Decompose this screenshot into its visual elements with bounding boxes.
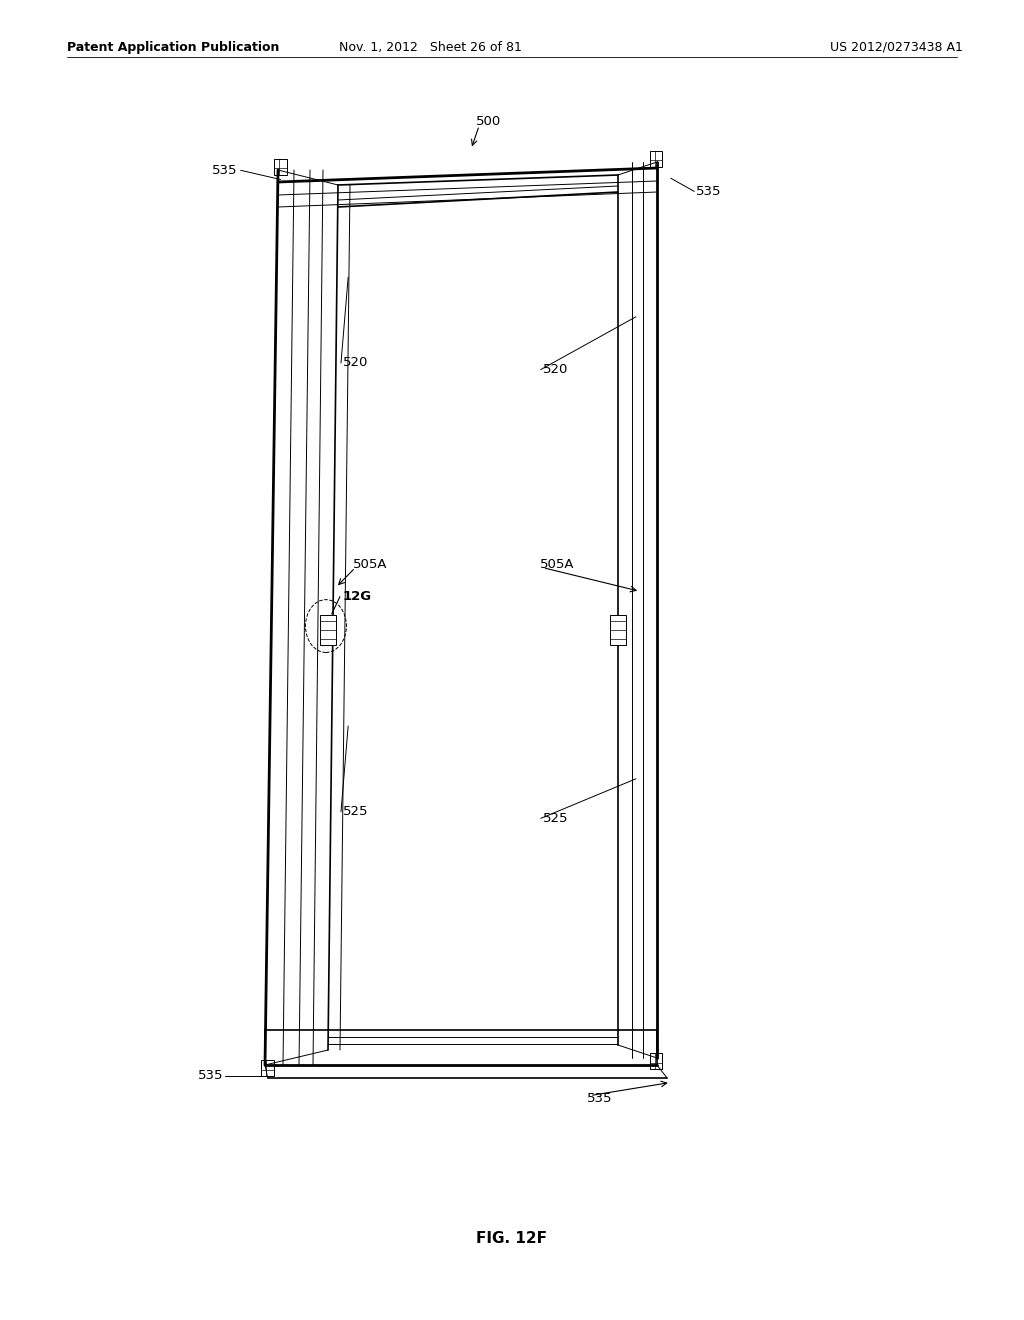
Text: FIG. 12F: FIG. 12F bbox=[476, 1230, 548, 1246]
Text: 12G: 12G bbox=[343, 590, 372, 603]
Text: 525: 525 bbox=[343, 805, 369, 818]
Text: 525: 525 bbox=[543, 812, 568, 825]
Text: 505A: 505A bbox=[540, 558, 574, 572]
Text: 520: 520 bbox=[343, 356, 369, 370]
Text: 520: 520 bbox=[543, 363, 568, 376]
Text: 500: 500 bbox=[476, 115, 502, 128]
Bar bbox=[610, 615, 627, 644]
Text: Nov. 1, 2012   Sheet 26 of 81: Nov. 1, 2012 Sheet 26 of 81 bbox=[339, 41, 521, 54]
Bar bbox=[319, 615, 336, 644]
Text: 535: 535 bbox=[198, 1069, 223, 1082]
Text: 535: 535 bbox=[587, 1092, 612, 1105]
Text: 505A: 505A bbox=[353, 558, 388, 572]
Text: Patent Application Publication: Patent Application Publication bbox=[67, 41, 279, 54]
Text: 535: 535 bbox=[696, 185, 722, 198]
Text: US 2012/0273438 A1: US 2012/0273438 A1 bbox=[829, 41, 963, 54]
Text: 535: 535 bbox=[212, 164, 238, 177]
